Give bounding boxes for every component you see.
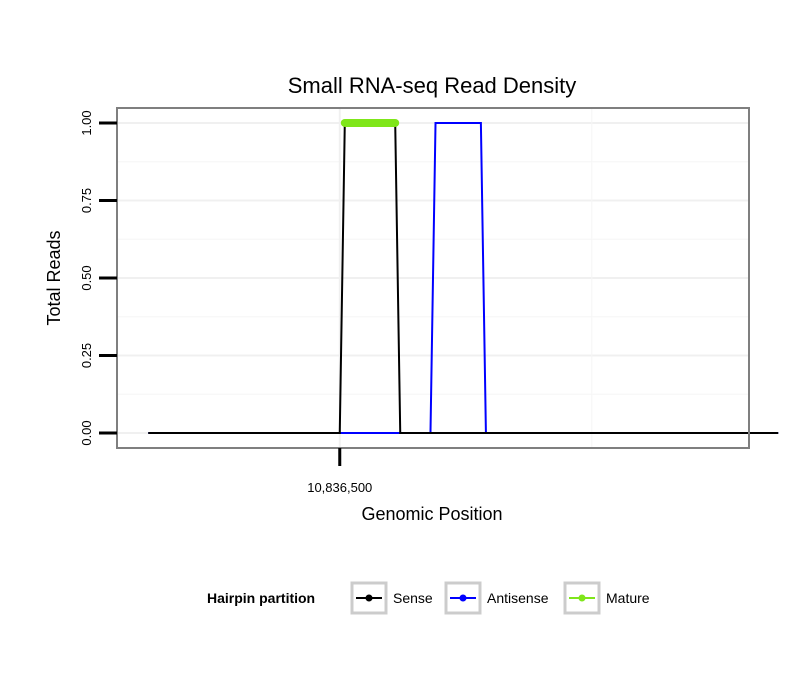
x-axis-title: Genomic Position xyxy=(361,504,502,524)
y-tick-label: 1.00 xyxy=(79,110,94,135)
y-tick-label: 0.75 xyxy=(79,188,94,213)
x-axis-ticks: 10,836,50010,836,600 xyxy=(307,448,372,495)
x-tick-label: 10,836,500 xyxy=(307,480,372,495)
legend-key-point xyxy=(365,594,373,602)
legend-key-point xyxy=(578,594,586,602)
grid-lines xyxy=(118,109,748,447)
legend: Hairpin partition Sense Antisense Mature xyxy=(207,581,650,615)
y-tick-label: 0.50 xyxy=(79,265,94,290)
y-tick-label: 0.00 xyxy=(79,420,94,445)
legend-label-sense: Sense xyxy=(393,590,433,606)
legend-key-point xyxy=(459,594,467,602)
y-axis-ticks: 0.00 0.25 0.50 0.75 1.00 xyxy=(79,110,117,446)
y-tick-label: 0.25 xyxy=(79,343,94,368)
legend-label-mature: Mature xyxy=(606,590,650,606)
legend-title: Hairpin partition xyxy=(207,590,315,606)
chart-title: Small RNA-seq Read Density xyxy=(288,73,577,98)
y-axis-title: Total Reads xyxy=(44,230,64,325)
series-layer xyxy=(148,118,779,435)
legend-label-antisense: Antisense xyxy=(487,590,549,606)
